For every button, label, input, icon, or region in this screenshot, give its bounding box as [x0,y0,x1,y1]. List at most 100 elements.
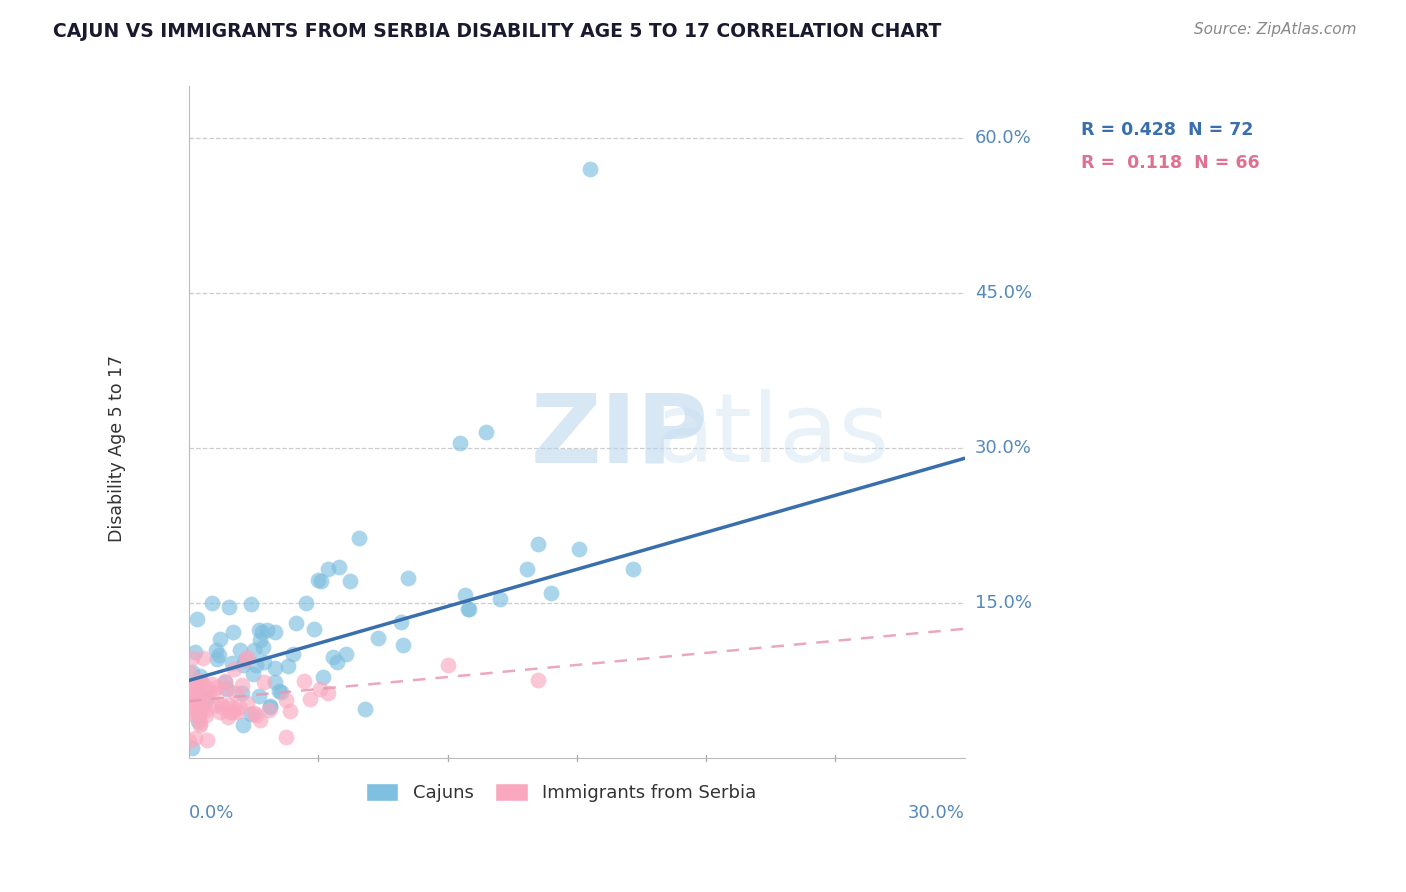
Text: 30.0%: 30.0% [908,805,965,822]
Point [489,592,512,607]
Point [274,693,297,707]
Point [209,632,232,647]
Point [186,612,208,626]
Point [179,734,201,748]
Point [211,699,233,714]
Point [253,655,276,669]
Text: R = 0.428  N = 72: R = 0.428 N = 72 [1081,121,1253,139]
Point [245,658,267,673]
Point [526,536,548,550]
Point [335,648,357,662]
Point [231,686,253,700]
Point [259,699,281,714]
Point [245,708,267,723]
FancyBboxPatch shape [1014,117,1066,142]
Point [283,647,305,661]
Point [267,684,290,698]
Point [457,602,479,616]
FancyBboxPatch shape [1004,107,1406,185]
Point [621,562,644,576]
Point [249,632,271,647]
Point [188,678,211,692]
Point [191,651,214,665]
Point [214,673,236,688]
Point [195,708,218,723]
Point [179,703,201,717]
Text: ZIP: ZIP [530,389,709,482]
Point [257,703,280,717]
Point [179,666,201,681]
Point [180,651,202,665]
Point [249,713,271,727]
Point [398,571,420,585]
Point [208,705,231,719]
Point [515,562,537,576]
Point [219,705,242,719]
Point [236,696,259,710]
Point [349,531,371,545]
Point [188,716,211,731]
Point [253,675,276,690]
Point [298,691,321,706]
Point [228,700,250,714]
Point [198,686,221,700]
Point [243,706,266,720]
Point [328,560,350,574]
Point [276,730,298,744]
Point [187,714,209,729]
Point [256,623,278,637]
Point [208,648,231,662]
Point [222,706,245,720]
Point [392,638,415,652]
Point [188,717,211,731]
Point [322,650,344,665]
Point [217,709,239,723]
Point [214,681,236,696]
Point [436,657,458,672]
Point [222,662,245,676]
Point [218,698,240,713]
Point [308,681,330,696]
Point [252,624,274,639]
Point [307,574,329,588]
Point [214,675,236,690]
Point [218,599,240,614]
Point [453,588,475,602]
Point [568,541,591,556]
Point [239,597,262,611]
Text: Disability Age 5 to 17: Disability Age 5 to 17 [108,354,125,541]
Point [204,643,226,657]
Point [389,615,412,629]
Point [177,677,200,691]
Point [354,702,377,716]
Point [295,596,318,610]
Point [188,695,211,709]
Text: 45.0%: 45.0% [974,284,1032,302]
Point [540,586,562,600]
Point [201,684,224,698]
Point [367,631,389,645]
Point [184,700,207,714]
Point [247,623,270,637]
Point [318,686,340,700]
Point [187,674,209,689]
Point [242,642,264,657]
Point [236,650,259,665]
Point [264,661,287,675]
Point [187,686,209,700]
Point [270,685,292,699]
Point [233,653,256,667]
Text: R =  0.118  N = 66: R = 0.118 N = 66 [1081,153,1260,172]
Text: 60.0%: 60.0% [974,129,1032,147]
Point [188,709,211,723]
Point [193,697,215,711]
Text: CAJUN VS IMMIGRANTS FROM SERBIA DISABILITY AGE 5 TO 17 CORRELATION CHART: CAJUN VS IMMIGRANTS FROM SERBIA DISABILI… [53,22,942,41]
Point [226,706,249,720]
Text: Source: ZipAtlas.com: Source: ZipAtlas.com [1194,22,1357,37]
Point [242,667,264,681]
Point [252,640,274,655]
Text: 0.0%: 0.0% [188,805,235,822]
Legend: Cajuns, Immigrants from Serbia: Cajuns, Immigrants from Serbia [359,776,763,809]
Point [197,732,219,747]
Point [231,678,253,692]
